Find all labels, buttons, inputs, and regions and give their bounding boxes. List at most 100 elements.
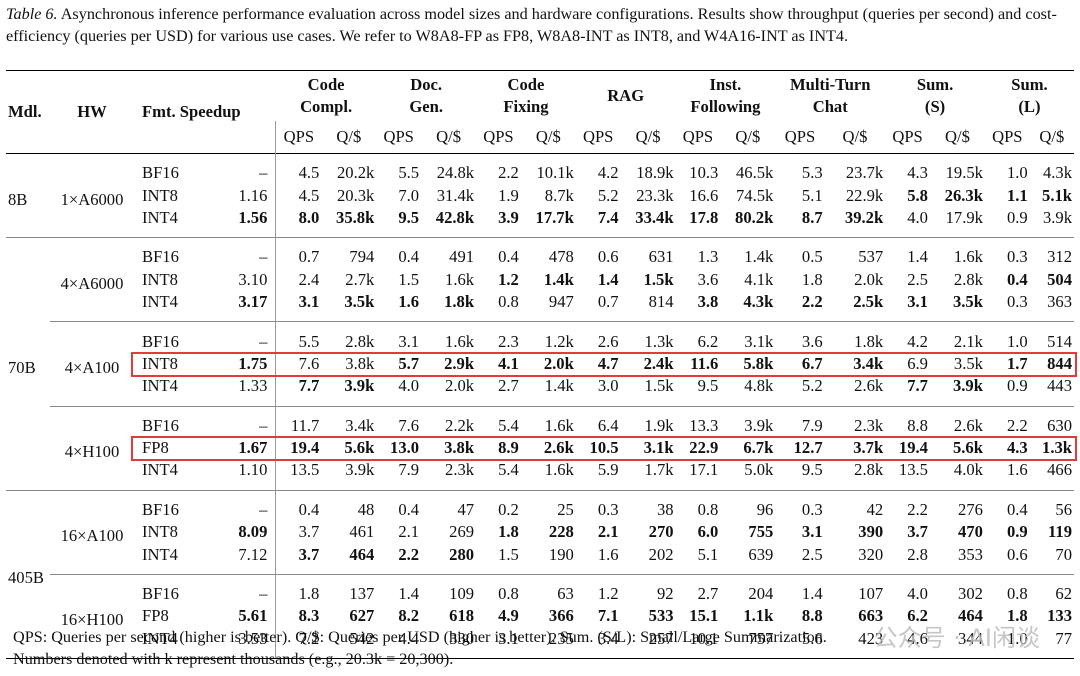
qpd-cell: 2.9k <box>444 353 475 373</box>
qpd-cell: 19.5k <box>945 163 983 183</box>
qpd-cell: 755 <box>748 522 774 542</box>
qpd-cell: 1.3k <box>1042 438 1072 458</box>
qpd-cell: 3.9k <box>1042 207 1072 227</box>
qps-cell: 13.5 <box>898 460 928 480</box>
qps-cell: 3.4 <box>575 627 621 660</box>
qpd-cell: 330 <box>421 627 477 660</box>
table-row: INT4 3.17 3.1 3.5k 1.6 1.8k 0.8 947 0.7 814 3.8 4.3… <box>6 290 1074 322</box>
format-cell: INT8 <box>142 185 178 205</box>
qpd-cell: 3.5k <box>952 292 983 312</box>
qps-cell: 1.5 <box>498 544 519 564</box>
speedup-cell: 3.53 <box>210 627 276 660</box>
qpd-cell: 2.7k <box>345 269 375 289</box>
table-row: FP8 1.67 19.4 5.6k 13.0 3.8k 8.9 2.6k 10.5 3.1k 22… <box>6 436 1074 460</box>
header-group-6: Sum. (S) <box>885 71 985 122</box>
speedup-cell: 1.33 <box>238 376 268 396</box>
table-row: 16×H100 BF16–1.8 137 1.4 109 0.8 63 1.2 92 2.7 204… <box>6 574 1074 629</box>
table-row: INT4 1.10 13.5 3.9k 7.9 2.3k 5.4 1.6k 5.9 1.7k 17.… <box>6 459 1074 491</box>
qps-cell: 6.0 <box>697 522 719 542</box>
qps-cell: 1.0 <box>1006 163 1028 183</box>
speedup-cell: – <box>259 163 268 183</box>
table-row: INT4 7.12 3.7 464 2.2 280 1.5 190 1.6 202 5.1 639 2.… <box>6 543 1074 575</box>
qpd-cell: 363 <box>1047 292 1072 312</box>
qps-cell: 0.8 <box>1006 584 1028 604</box>
qps-cell: 4.3 <box>1006 438 1028 458</box>
format-cell: INT8 <box>142 269 178 289</box>
qpd-cell: 23.7k <box>845 163 884 183</box>
qps-cell: 2.8 <box>907 544 928 564</box>
qpd-cell: 312 <box>1047 247 1072 267</box>
qps-cell: 0.8 <box>697 499 719 519</box>
qpd-cell: 1.6k <box>445 269 475 289</box>
header-group-5: Multi-Turn Chat <box>775 71 885 122</box>
qps-cell: 0.4 <box>498 247 519 267</box>
qps-cell: 19.4 <box>898 438 928 458</box>
qps-cell: 4.0 <box>907 207 928 227</box>
qps-cell: 6.2 <box>907 606 928 626</box>
qps-cell: 0.7 <box>275 237 322 269</box>
qpd-cell: 190 <box>548 544 574 564</box>
qps-cell: 9.5 <box>398 207 420 227</box>
qps-cell: 15.1 <box>689 606 719 626</box>
qpd-cell: 461 <box>349 522 375 542</box>
table-row: INT4 1.33 7.7 3.9k 4.0 2.0k 2.7 1.4k 3.0 1.5k 9.5 4… <box>6 375 1074 407</box>
header-group-4: Inst. Following <box>676 71 776 122</box>
qpd-cell: 3.9k <box>344 376 375 396</box>
hardware-cell: 1×A6000 <box>60 189 124 209</box>
qps-cell: 7.7 <box>907 376 928 396</box>
qpd-cell: 107 <box>858 584 884 604</box>
qpd-cell: 1.4k <box>543 269 574 289</box>
qps-cell: 2.1 <box>597 522 619 542</box>
qps-cell: 3.1 <box>801 522 823 542</box>
qpd-cell: 3.4k <box>345 415 375 435</box>
qps-cell: 2.7 <box>498 376 519 396</box>
qps-cell: 5.2 <box>597 185 619 205</box>
header-group-line2: (L) <box>1018 97 1041 116</box>
qpd-cell: 478 <box>548 247 574 267</box>
header-qpd: Q/$ <box>1039 127 1065 146</box>
qps-cell: 0.8 <box>498 584 519 604</box>
qpd-cell: 235 <box>520 627 576 660</box>
qpd-cell: 47 <box>457 499 475 519</box>
header-qps: QPS <box>582 127 614 146</box>
qps-cell: 5.8 <box>907 185 928 205</box>
speedup-cell: 1.67 <box>238 438 268 458</box>
qps-cell: 13.5 <box>275 459 322 491</box>
qps-cell: 7.6 <box>398 415 420 435</box>
qpd-cell: 3.5k <box>344 292 375 312</box>
header-qps: QPS <box>992 127 1023 146</box>
qps-cell: 16.6 <box>689 185 719 205</box>
qps-cell: 1.4 <box>801 584 823 604</box>
qps-cell: 8.2 <box>398 606 420 626</box>
header-group-3: RAG <box>576 71 676 122</box>
header-group-line1: Doc. <box>410 75 443 94</box>
qpd-cell: 947 <box>548 292 574 312</box>
qpd-cell: 63 <box>557 584 574 604</box>
qps-cell: 0.9 <box>1006 522 1028 542</box>
qpd-cell: 276 <box>958 499 983 519</box>
results-table-wrapper: Mdl. HW Fmt. Speedup Code Compl. Doc. Gen.… <box>6 70 1074 660</box>
qps-cell: 8.9 <box>498 438 519 458</box>
qps-cell: 0.8 <box>498 292 519 312</box>
header-group-7: Sum. (L) <box>985 71 1074 122</box>
qps-cell: 2.6 <box>597 331 619 351</box>
qps-cell: 0.3 <box>597 499 619 519</box>
qpd-cell: 491 <box>449 247 475 267</box>
qps-cell: 0.2 <box>498 499 519 519</box>
qpd-cell: 3.1k <box>744 331 774 351</box>
qpd-cell: 390 <box>858 522 884 542</box>
qpd-cell: 1.2k <box>544 331 574 351</box>
qps-cell: 0.4 <box>275 490 322 522</box>
qpd-cell: 1.1k <box>743 606 774 626</box>
qpd-cell: 204 <box>748 584 774 604</box>
qps-cell: 10.1 <box>675 627 721 660</box>
qpd-cell: 470 <box>958 522 983 542</box>
qps-cell: 0.3 <box>801 499 823 519</box>
qps-cell: 17.1 <box>689 460 719 480</box>
qpd-cell: 1.4k <box>744 247 774 267</box>
qps-cell: 0.4 <box>1006 269 1028 289</box>
qpd-cell: 48 <box>357 499 375 519</box>
qpd-cell: 514 <box>1047 331 1072 351</box>
qps-cell: 7.6 <box>275 352 322 376</box>
qps-cell: 2.4 <box>275 268 322 291</box>
